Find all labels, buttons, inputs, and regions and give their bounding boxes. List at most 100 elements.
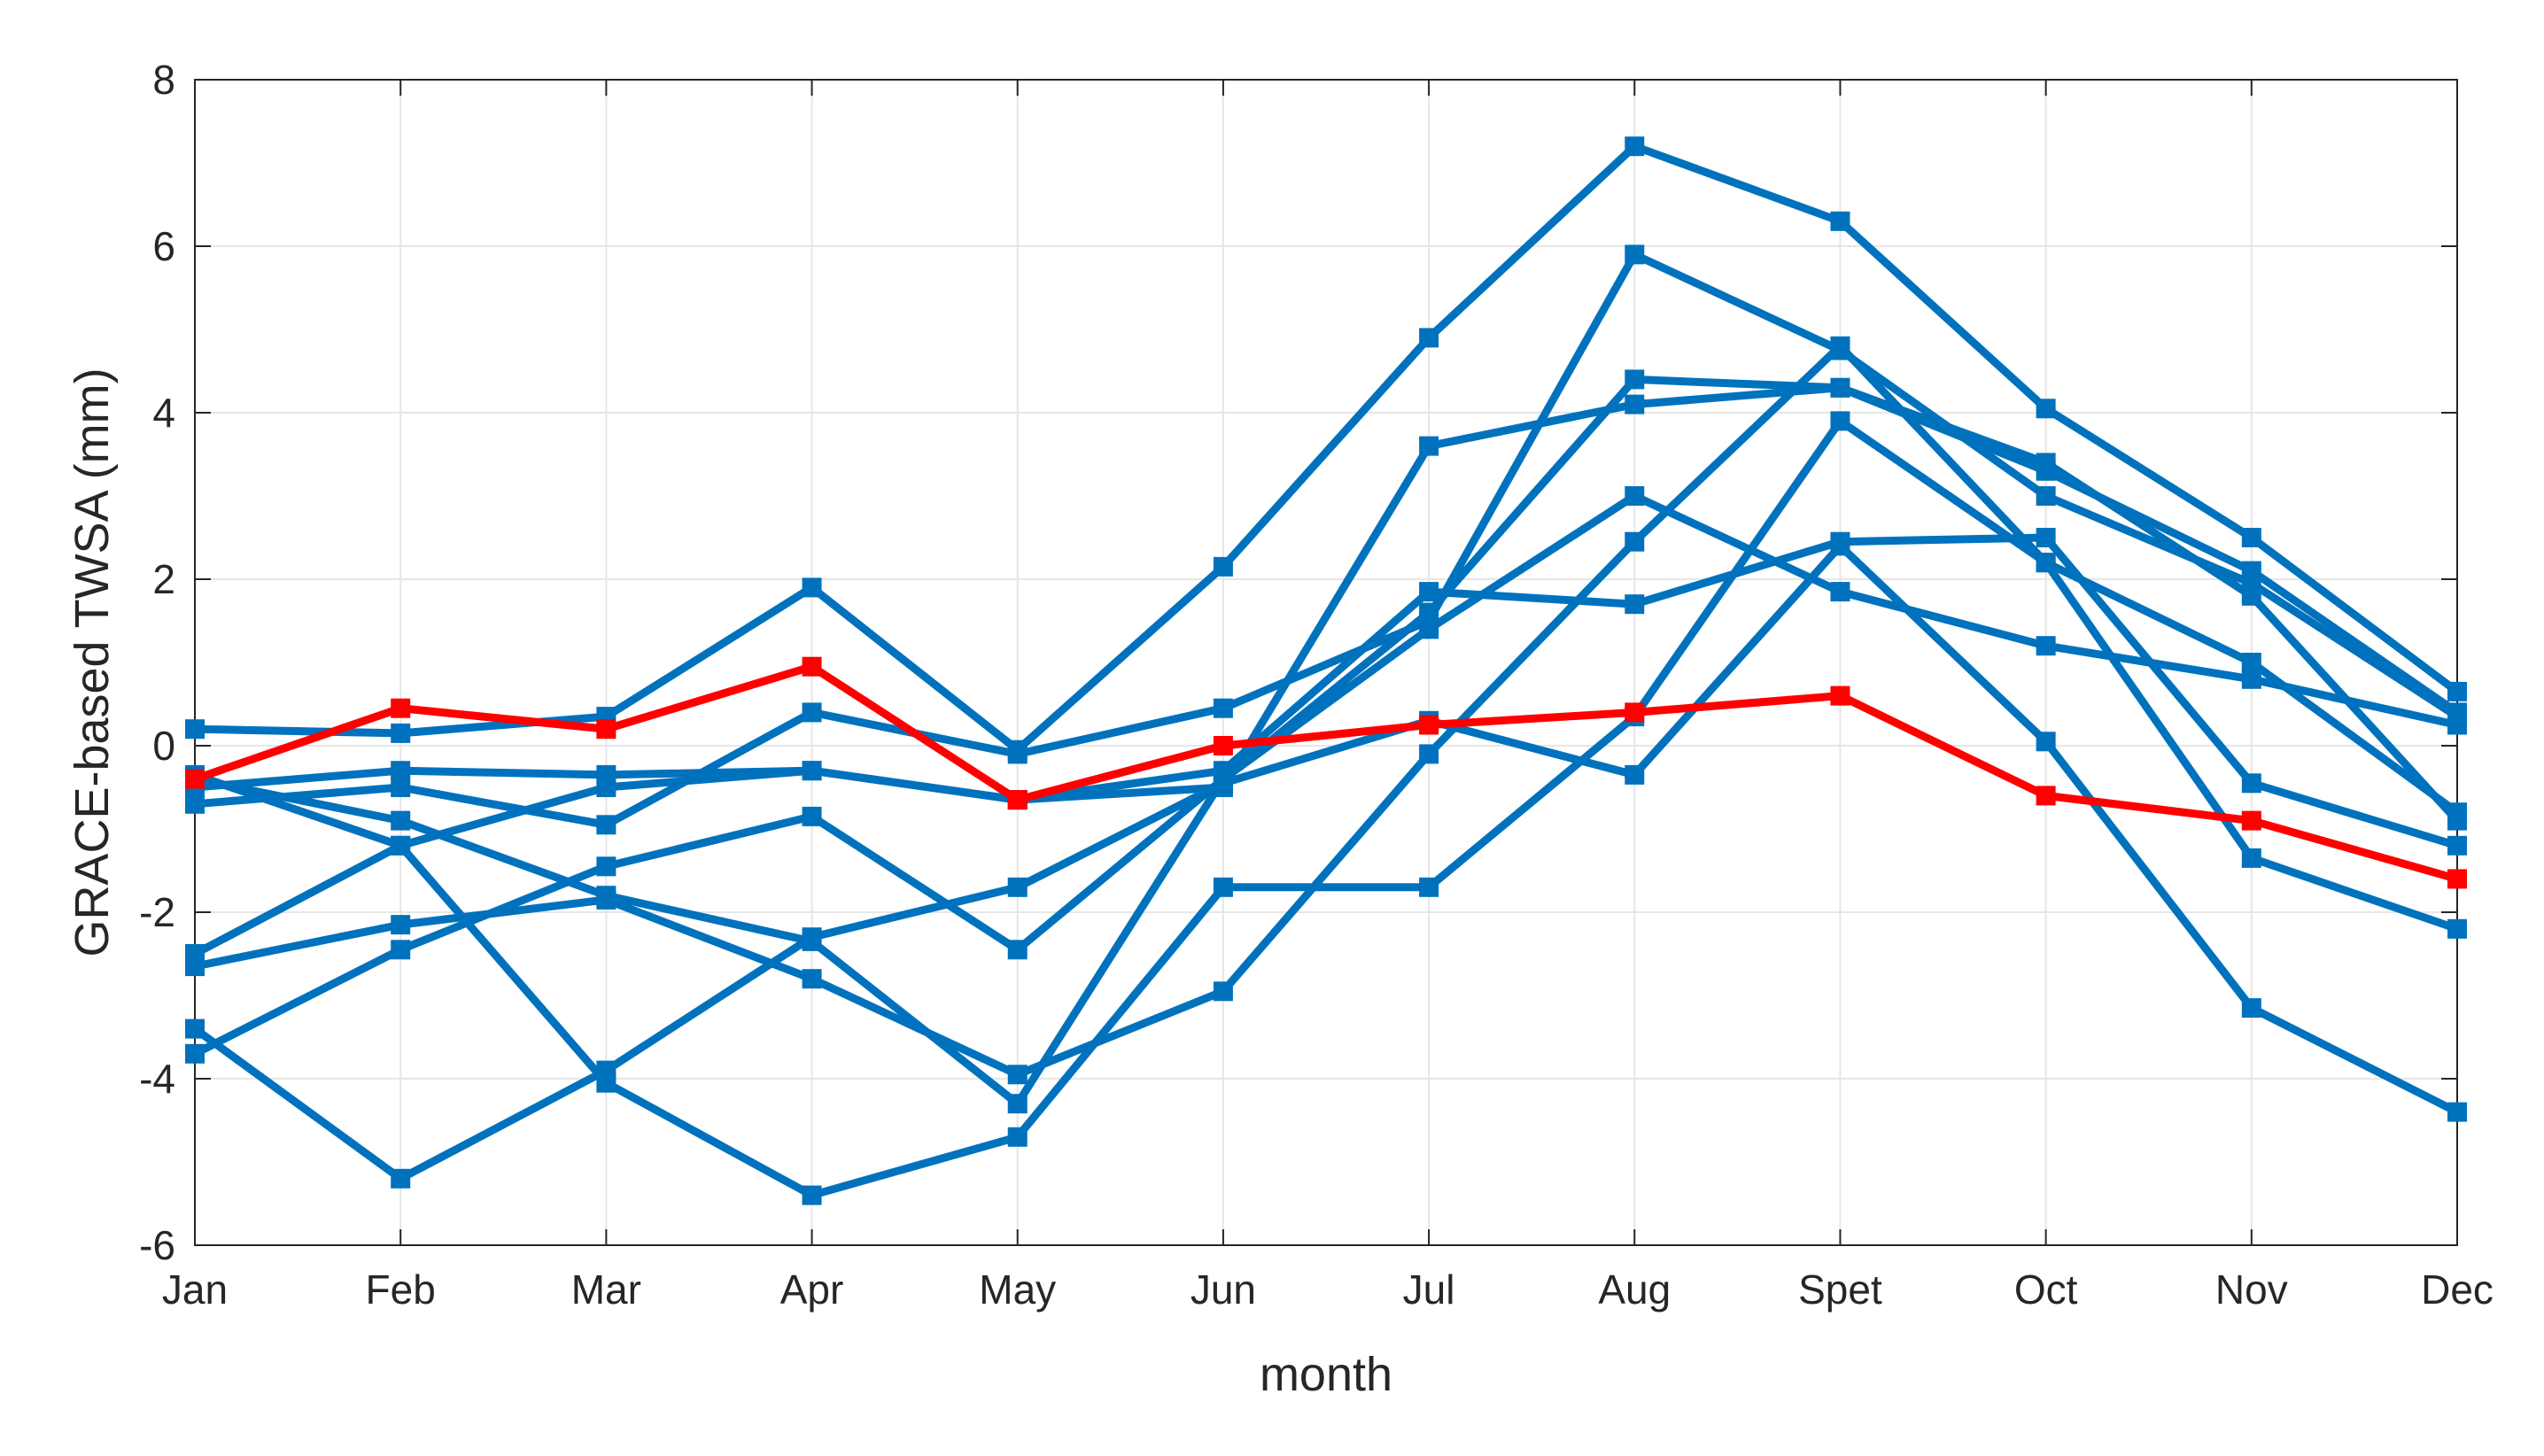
data-point-marker	[1419, 744, 1439, 764]
data-point-marker	[1419, 436, 1439, 456]
data-point-marker	[2036, 553, 2056, 573]
y-tick-label: 8	[152, 57, 175, 103]
data-point-marker	[2241, 810, 2261, 831]
x-tick-label: Mar	[571, 1266, 641, 1313]
x-tick-label: Jan	[162, 1266, 228, 1313]
x-tick-label: Feb	[366, 1266, 436, 1313]
axis-ticks	[194, 79, 2458, 1246]
data-point-marker	[391, 761, 411, 781]
data-point-marker	[391, 1168, 411, 1189]
series-10	[185, 656, 2467, 889]
data-point-marker	[2447, 802, 2467, 823]
data-point-marker	[1007, 1094, 1028, 1114]
data-point-marker	[2241, 528, 2261, 547]
data-point-marker	[2241, 573, 2261, 593]
tick-labels: Jan Feb Mar Apr May Jun Jul Aug Spet Oct Nov Dec -6 -…	[139, 57, 2494, 1313]
x-tick-label: Jun	[1191, 1266, 1256, 1313]
x-tick-label: Apr	[780, 1266, 844, 1313]
data-point-marker	[2241, 669, 2261, 689]
series-line	[190, 342, 2462, 1079]
data-point-marker	[1625, 136, 1645, 157]
y-tick-label: 4	[152, 390, 175, 436]
data-point-marker	[2447, 918, 2467, 939]
data-point-marker	[2036, 486, 2056, 506]
data-point-marker	[1830, 536, 1850, 556]
x-tick-label: Dec	[2421, 1266, 2494, 1313]
data-point-marker	[802, 761, 822, 781]
data-point-marker	[802, 969, 822, 989]
data-point-marker	[1007, 1127, 1028, 1147]
y-tick-label: 2	[152, 556, 175, 602]
data-point-marker	[185, 794, 205, 814]
data-point-marker	[1830, 377, 1850, 398]
x-tick-label: Oct	[2014, 1266, 2078, 1313]
data-point-marker	[1213, 736, 1233, 755]
series-line	[190, 492, 2462, 1058]
series-1	[185, 136, 2467, 760]
data-point-marker	[2241, 653, 2261, 672]
data-point-marker	[185, 956, 205, 977]
data-point-marker	[1625, 369, 1645, 390]
series-4	[185, 369, 2467, 1114]
data-point-marker	[1625, 764, 1645, 785]
data-point-marker	[185, 719, 205, 740]
data-point-marker	[2241, 848, 2261, 868]
data-point-marker	[802, 927, 822, 948]
data-point-marker	[1007, 790, 1028, 810]
data-point-marker	[2036, 399, 2056, 419]
data-point-marker	[802, 1185, 822, 1205]
data-point-marker	[2447, 835, 2467, 856]
data-point-marker	[1625, 394, 1645, 414]
data-point-marker	[1625, 244, 1645, 265]
data-point-marker	[802, 806, 822, 826]
data-point-marker	[2036, 786, 2056, 806]
data-point-marker	[2036, 453, 2056, 473]
data-point-marker	[1419, 715, 1439, 735]
data-point-marker	[1625, 594, 1645, 615]
data-point-marker	[2241, 773, 2261, 794]
data-point-marker	[1830, 685, 1850, 706]
data-point-marker	[1625, 702, 1645, 723]
data-point-marker	[1213, 773, 1233, 794]
data-point-marker	[802, 656, 822, 677]
data-point-marker	[596, 764, 617, 785]
y-tick-label: 0	[152, 723, 175, 769]
y-tick-label: -6	[139, 1222, 175, 1268]
series-line	[190, 142, 2462, 755]
data-point-marker	[185, 1043, 205, 1064]
data-point-marker	[596, 815, 617, 835]
data-point-marker	[2036, 528, 2056, 547]
data-point-marker	[1213, 698, 1233, 718]
y-tick-label: -4	[139, 1056, 175, 1102]
data-point-marker	[1419, 328, 1439, 348]
data-point-marker	[1830, 582, 1850, 602]
data-point-marker	[2036, 732, 2056, 752]
data-point-marker	[391, 915, 411, 935]
data-point-marker	[2036, 636, 2056, 656]
data-point-marker	[1419, 619, 1439, 639]
data-point-marker	[1830, 211, 1850, 231]
data-point-marker	[596, 889, 617, 910]
data-point-marker	[391, 940, 411, 960]
data-point-marker	[1213, 877, 1233, 897]
series-7	[185, 336, 2467, 1085]
data-point-marker	[1007, 1065, 1028, 1085]
x-tick-label: May	[979, 1266, 1056, 1313]
series-9	[185, 411, 2467, 1205]
x-tick-label: Spet	[1798, 1266, 1882, 1313]
data-point-marker	[1830, 336, 1850, 356]
data-point-marker	[391, 810, 411, 831]
data-point-marker	[2447, 681, 2467, 701]
data-point-marker	[596, 856, 617, 877]
x-tick-label: Jul	[1403, 1266, 1455, 1313]
data-point-marker	[802, 702, 822, 723]
data-point-marker	[1830, 411, 1850, 431]
data-point-marker	[1007, 744, 1028, 764]
data-point-marker	[596, 1073, 617, 1093]
series-line	[190, 250, 2462, 829]
data-point-marker	[185, 769, 205, 789]
data-point-marker	[2447, 715, 2467, 735]
y-axis-label: GRACE-based TWSA (mm)	[66, 368, 119, 956]
data-point-marker	[185, 1018, 205, 1039]
